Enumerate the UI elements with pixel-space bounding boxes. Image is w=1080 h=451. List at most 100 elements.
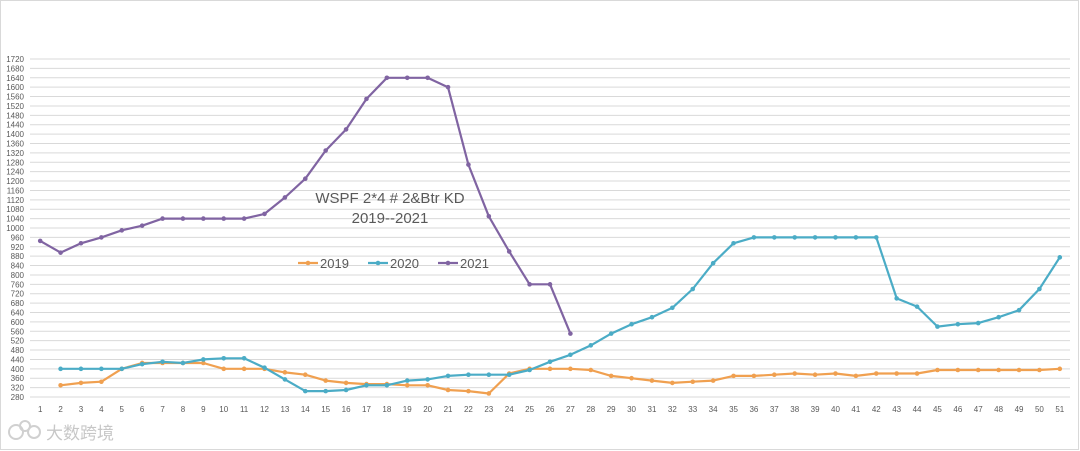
x-tick-label: 5: [120, 405, 125, 414]
data-point: [751, 373, 757, 379]
data-point: [486, 213, 492, 219]
data-point: [975, 367, 981, 373]
data-point: [323, 148, 328, 153]
y-tick-label: 840: [11, 262, 25, 271]
y-tick-label: 1520: [6, 102, 24, 111]
y-tick-label: 1240: [6, 168, 24, 177]
x-tick-label: 7: [160, 405, 165, 414]
y-tick-label: 1600: [6, 83, 24, 92]
y-tick-label: 360: [11, 374, 25, 383]
legend-item-2019: 2019: [298, 256, 349, 271]
data-point: [384, 75, 390, 81]
y-tick-label: 440: [11, 355, 25, 364]
data-point: [119, 366, 125, 372]
y-tick-label: 800: [11, 271, 25, 280]
x-tick-label: 30: [627, 405, 636, 414]
series-group: [37, 75, 1063, 396]
data-point: [58, 366, 63, 372]
data-point: [302, 388, 308, 394]
data-point: [690, 379, 696, 385]
x-tick-label: 49: [1015, 405, 1024, 414]
data-point: [568, 331, 573, 336]
legend-item-2021: 2021: [438, 256, 489, 271]
data-point: [58, 382, 63, 388]
x-tick-label: 31: [648, 405, 657, 414]
series-line: [60, 361, 1060, 395]
series-line: [39, 76, 572, 335]
x-tick-label: 12: [260, 405, 269, 414]
y-tick-label: 760: [11, 280, 25, 289]
y-tick-label: 1080: [6, 205, 24, 214]
x-axis-ticks: 1 2 3 4 5 6 7 8 9 10 11 12 13 14 15 16 17 18 19 20 21 22 23 24 2…: [38, 405, 1065, 414]
y-tick-label: 1480: [6, 111, 24, 120]
data-point: [78, 380, 84, 386]
y-tick-label: 520: [11, 337, 25, 346]
data-point: [241, 355, 247, 361]
data-point: [996, 314, 1001, 320]
series-line: [60, 236, 1061, 393]
data-point: [792, 235, 798, 240]
data-point: [935, 324, 940, 329]
data-point: [201, 216, 206, 221]
data-point: [568, 352, 573, 358]
x-tick-label: 46: [953, 405, 962, 414]
x-tick-label: 28: [586, 405, 595, 414]
data-point: [466, 162, 471, 167]
legend-label: 2019: [320, 256, 349, 271]
y-tick-label: 720: [11, 290, 25, 299]
data-point: [221, 366, 227, 372]
data-point: [670, 305, 675, 311]
data-point: [588, 343, 594, 348]
y-tick-label: 960: [11, 233, 25, 242]
data-point: [853, 235, 859, 240]
data-point: [873, 371, 879, 376]
data-point: [853, 373, 859, 379]
data-point: [629, 321, 634, 327]
x-tick-label: 34: [709, 405, 718, 414]
data-point: [139, 223, 145, 228]
data-point: [201, 357, 206, 362]
data-point: [1037, 286, 1042, 292]
data-point: [506, 249, 512, 254]
brand-logo-icon: [8, 420, 41, 440]
data-point: [833, 371, 838, 376]
data-point: [792, 371, 798, 376]
y-tick-label: 640: [11, 309, 25, 318]
x-tick-label: 26: [546, 405, 555, 414]
x-tick-label: 6: [140, 405, 145, 414]
y-tick-label: 880: [11, 252, 25, 261]
x-tick-label: 25: [525, 405, 534, 414]
data-point: [486, 391, 492, 396]
data-point: [1057, 255, 1063, 260]
x-tick-label: 44: [913, 405, 922, 414]
y-tick-label: 320: [11, 384, 25, 393]
y-axis-ticks: 2803203604004404805205606006406807207608…: [6, 55, 24, 402]
y-tick-label: 920: [11, 243, 25, 252]
data-point: [629, 375, 634, 381]
data-point: [404, 75, 410, 81]
y-tick-label: 1160: [7, 186, 25, 195]
data-point: [221, 355, 227, 361]
x-tick-label: 42: [872, 405, 881, 414]
x-tick-label: 32: [668, 405, 677, 414]
data-point: [996, 367, 1001, 373]
data-point: [262, 211, 267, 217]
y-tick-label: 600: [11, 318, 25, 327]
x-tick-label: 27: [566, 405, 575, 414]
data-point: [445, 84, 451, 90]
data-point: [262, 365, 267, 370]
data-point: [99, 235, 104, 240]
y-tick-label: 560: [11, 327, 25, 336]
data-point: [731, 373, 736, 379]
data-point: [282, 370, 288, 375]
y-tick-label: 1560: [6, 93, 24, 102]
x-tick-label: 47: [974, 405, 983, 414]
data-point: [445, 373, 451, 379]
x-tick-label: 43: [892, 405, 901, 414]
data-point: [180, 216, 186, 221]
data-point: [955, 321, 961, 327]
x-tick-label: 8: [181, 405, 186, 414]
y-tick-label: 1320: [6, 149, 24, 158]
